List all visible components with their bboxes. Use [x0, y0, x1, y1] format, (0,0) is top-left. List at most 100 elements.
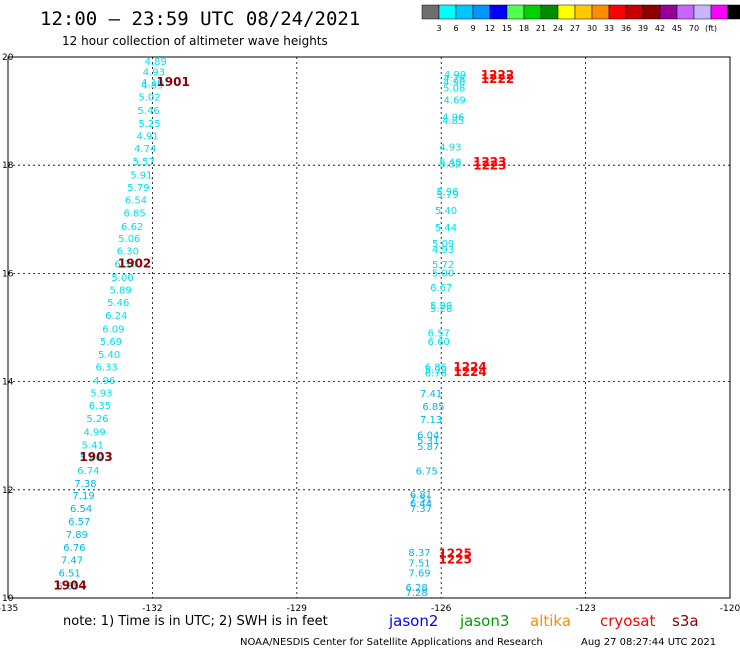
wave-height-value: 7.13 [420, 415, 442, 426]
time-label: 1223 [473, 155, 506, 169]
wave-height-value: 5.96 [436, 187, 458, 198]
wave-height-value: 6.54 [70, 504, 92, 515]
colorbar-label: 15 [502, 24, 512, 33]
colorbar-label: (ft) [705, 24, 717, 33]
wave-height-value: 6.81 [410, 490, 432, 501]
wave-height-value: 6.60 [428, 337, 450, 348]
footer-credit: NOAA/NESDIS Center for Satellite Applica… [240, 637, 543, 648]
time-label: 1225 [438, 547, 471, 561]
colorbar-label: 27 [570, 24, 580, 33]
wave-height-value: 7.28 [406, 588, 428, 599]
wave-height-value: 7.51 [410, 494, 432, 505]
wave-height-value: 6.75 [416, 466, 438, 477]
wave-height-value: 6.44 [410, 499, 432, 510]
wave-height-value: 5.26 [86, 414, 108, 425]
wave-height-value: 5.69 [100, 337, 122, 348]
wave-height-value: 4.69 [444, 96, 466, 107]
wave-height-value: 5.09 [432, 239, 454, 250]
wave-height-value: 7.41 [420, 389, 442, 400]
wave-height-value: 5.25 [138, 119, 160, 130]
wave-height-value: 4.96 [93, 376, 115, 387]
wave-height-value: 6.57 [428, 328, 450, 339]
colorbar-label: 30 [587, 24, 597, 33]
wave-height-value: 5.91 [130, 170, 152, 181]
wave-height-value: 7.38 [74, 479, 96, 490]
wave-height-value: 6.76 [425, 368, 447, 379]
wave-height-value: 4.89 [141, 81, 163, 92]
colorbar-swatch [659, 4, 678, 20]
wave-height-value: 4.91 [136, 131, 158, 142]
wave-height-value: 5.57 [133, 157, 155, 168]
colorbar-label: 39 [638, 24, 648, 33]
colorbar-label: 21 [536, 24, 546, 33]
wave-height-value: 6.24 [105, 311, 127, 322]
colorbar-swatch [676, 4, 695, 20]
wave-height-value: 6.85 [422, 402, 444, 413]
time-label: 1224 [453, 360, 486, 374]
wave-height-value: 4.10 [141, 78, 163, 89]
wave-height-value: 6.33 [96, 362, 118, 373]
wave-height-value: 5.79 [436, 190, 458, 201]
time-label: 1224 [453, 365, 486, 379]
wave-height-value: 4.90 [443, 77, 465, 88]
time-label: 1225 [438, 553, 471, 567]
colorbar-swatch [438, 4, 457, 20]
y-tick-label: 10 [2, 594, 14, 604]
colorbar-label: 45 [672, 24, 682, 33]
colorbar-swatch [557, 4, 576, 20]
wave-height-value: 5.48 [439, 157, 461, 168]
wave-height-value: 6.76 [63, 543, 85, 554]
colorbar-label: 3 [436, 24, 441, 33]
colorbar-swatch [540, 4, 559, 20]
wave-height-value: 5.79 [127, 183, 149, 194]
colorbar-swatch [455, 4, 474, 20]
axis-ticks: -135 -132 -129 -126 -123 -120 10 12 14 16 18 20 [0, 53, 740, 614]
wave-height-value: 5.93 [90, 388, 112, 399]
satellite-altika: altika [530, 612, 571, 630]
y-tick-label: 14 [2, 378, 14, 388]
x-tick-label: -120 [720, 604, 740, 614]
wave-height-value: 4.96 [442, 113, 464, 124]
time-label: 1903 [79, 450, 112, 464]
x-tick-label: -135 [0, 604, 18, 614]
footer-timestamp: Aug 27 08:27:44 UTC 2021 [581, 637, 716, 648]
wave-height-value: 5.40 [435, 206, 457, 217]
wave-height-value: 6.54 [125, 195, 147, 206]
colorbar-swatch [489, 4, 508, 20]
wave-height-value: 5.32 [439, 160, 461, 171]
wave-height-value: 5.31 [417, 436, 439, 447]
satellite-s3a: s3a [672, 612, 699, 630]
wave-height-value: 6.04 [417, 431, 439, 442]
wave-height-value: 5.00 [111, 273, 133, 284]
wave-height-value: 6.30 [114, 260, 136, 271]
wave-height-value: 7.19 [72, 491, 94, 502]
colorbar-swatch [574, 4, 593, 20]
wave-height-value: 4.74 [134, 144, 156, 155]
wave-height-value: 5.06 [118, 234, 140, 245]
wave-height-value: 6.35 [89, 401, 111, 412]
wave-height-value: 5.87 [417, 442, 439, 453]
satellite-legend: jason2 jason3 altika cryosat s3a [388, 612, 699, 630]
satellite-jason3: jason3 [459, 612, 509, 630]
wave-height-value: 5.08 [443, 83, 465, 94]
colorbar-swatch [642, 4, 661, 20]
wave-height-value: 5.41 [82, 440, 104, 451]
colorbar-label: 6 [453, 24, 458, 33]
wave-height-value: 7.89 [66, 530, 88, 541]
wave-height-value: 5.89 [109, 286, 131, 297]
x-tick-label: -126 [431, 604, 452, 614]
wave-height-value: 4.93 [143, 68, 165, 79]
wave-height-value: 4.78 [443, 74, 465, 85]
chart-subtitle: 12 hour collection of altimeter wave hei… [62, 34, 328, 48]
colorbar-label: 24 [553, 24, 563, 33]
x-tick-label: -123 [575, 604, 595, 614]
wave-height-value: 6.74 [77, 466, 99, 477]
colorbar-swatch [727, 4, 740, 20]
wave-height-value: 6.28 [406, 583, 428, 594]
colorbar-label: 42 [655, 24, 665, 33]
wave-height-value: 5.46 [107, 298, 129, 309]
time-label: 1901 [156, 75, 189, 89]
colorbar-label: 33 [604, 24, 614, 33]
satellite-jason2: jason2 [388, 612, 438, 630]
